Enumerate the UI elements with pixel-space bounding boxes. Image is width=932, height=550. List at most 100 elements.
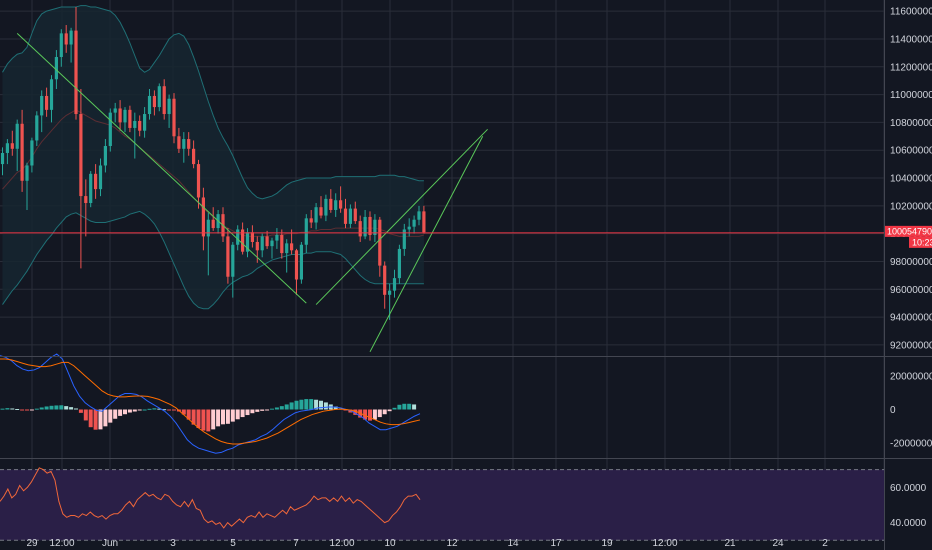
candle-body[interactable] [35, 115, 39, 141]
candle-body[interactable] [324, 198, 328, 216]
candle-body[interactable] [206, 219, 210, 237]
rsi-line[interactable] [0, 467, 421, 529]
candle-body[interactable] [211, 219, 215, 229]
candle-body[interactable] [304, 218, 308, 245]
macd-histogram-bar[interactable] [299, 399, 304, 410]
candle-body[interactable] [339, 200, 343, 209]
signal-line[interactable] [0, 358, 421, 445]
macd-histogram-bar[interactable] [363, 409, 368, 420]
candle-body[interactable] [187, 139, 191, 149]
macd-histogram-bar[interactable] [343, 409, 348, 411]
macd-histogram-bar[interactable] [250, 409, 255, 414]
bollinger-lower-line[interactable] [2, 210, 424, 310]
candle-body[interactable] [113, 108, 117, 113]
macd-histogram-bar[interactable] [206, 409, 211, 432]
candle-body[interactable] [314, 207, 318, 223]
candle-body[interactable] [128, 109, 132, 128]
candle-body[interactable] [309, 218, 313, 223]
macd-pane[interactable] [0, 353, 421, 454]
candle-body[interactable] [329, 198, 333, 210]
macd-histogram-bar[interactable] [407, 403, 412, 410]
macd-histogram-bar[interactable] [118, 409, 123, 416]
macd-histogram-bar[interactable] [289, 402, 294, 410]
candle-body[interactable] [265, 236, 269, 247]
candle-body[interactable] [196, 164, 201, 198]
macd-histogram-bar[interactable] [15, 408, 20, 410]
macd-histogram-bar[interactable] [54, 405, 59, 410]
macd-histogram-bar[interactable] [211, 409, 216, 430]
candle-body[interactable] [358, 221, 362, 237]
macd-histogram-bar[interactable] [5, 408, 10, 410]
candle-body[interactable] [241, 229, 245, 252]
candle-body[interactable] [201, 197, 205, 237]
candle-body[interactable] [152, 95, 156, 108]
rsi-pane[interactable] [0, 467, 884, 541]
macd-histogram-bar[interactable] [255, 409, 260, 412]
candle-body[interactable] [40, 95, 44, 116]
candle-body[interactable] [20, 123, 24, 181]
candle-body[interactable] [353, 208, 357, 222]
candle-body[interactable] [388, 290, 392, 295]
macd-histogram-bar[interactable] [39, 407, 44, 410]
macd-histogram-bar[interactable] [49, 405, 54, 410]
candle-body[interactable] [0, 152, 5, 165]
candle-body[interactable] [147, 95, 152, 115]
candle-body[interactable] [250, 232, 254, 242]
macd-histogram-bar[interactable] [78, 409, 83, 413]
macd-histogram-bar[interactable] [309, 399, 314, 410]
macd-histogram-bar[interactable] [382, 409, 387, 415]
candle-body[interactable] [69, 30, 73, 45]
candle-body[interactable] [255, 241, 259, 251]
candle-body[interactable] [157, 86, 161, 108]
macd-histogram-bar[interactable] [368, 409, 372, 421]
macd-histogram-bar[interactable] [172, 409, 176, 411]
candle-body[interactable] [5, 143, 9, 153]
candle-body[interactable] [319, 207, 323, 216]
macd-histogram-bar[interactable] [34, 408, 39, 410]
macd-histogram-bar[interactable] [372, 409, 377, 420]
candle-body[interactable] [108, 112, 112, 147]
macd-histogram-bar[interactable] [304, 399, 309, 410]
macd-histogram-bar[interactable] [230, 409, 235, 422]
upper-channel-line[interactable] [369, 136, 484, 353]
candle-body[interactable] [25, 165, 29, 181]
macd-histogram-bar[interactable] [191, 409, 196, 425]
candle-body[interactable] [133, 120, 137, 128]
candle-body[interactable] [368, 216, 372, 236]
macd-histogram-bar[interactable] [225, 409, 230, 424]
candle-body[interactable] [417, 211, 421, 220]
candle-body[interactable] [79, 114, 83, 197]
macd-histogram-bar[interactable] [113, 409, 118, 419]
lower-channel-line[interactable] [315, 128, 488, 305]
macd-histogram-bar[interactable] [93, 409, 98, 430]
candle-body[interactable] [172, 98, 176, 137]
candle-body[interactable] [407, 226, 411, 230]
candle-body[interactable] [299, 244, 303, 280]
macd-histogram-bar[interactable] [392, 407, 397, 410]
candle-body[interactable] [94, 173, 98, 190]
macd-histogram-bar[interactable] [294, 400, 299, 410]
macd-histogram-bar[interactable] [127, 409, 132, 413]
macd-histogram-bar[interactable] [270, 408, 274, 410]
macd-histogram-bar[interactable] [186, 409, 191, 420]
descending-trendline[interactable] [16, 33, 307, 304]
candle-body[interactable] [182, 139, 186, 149]
macd-histogram-bar[interactable] [265, 409, 270, 411]
macd-histogram-bar[interactable] [235, 409, 240, 420]
candle-body[interactable] [64, 33, 68, 45]
macd-histogram-bar[interactable] [74, 408, 78, 410]
candle-body[interactable] [15, 123, 19, 149]
candle-body[interactable] [290, 243, 294, 251]
macd-histogram-bar[interactable] [260, 409, 265, 411]
candle-body[interactable] [162, 86, 166, 115]
macd-histogram-bar[interactable] [323, 402, 328, 410]
candle-body[interactable] [98, 165, 103, 190]
candle-body[interactable] [245, 232, 250, 252]
candle-body[interactable] [334, 200, 338, 210]
candle-body[interactable] [89, 173, 93, 204]
candle-body[interactable] [260, 236, 264, 251]
candle-body[interactable] [231, 244, 235, 277]
macd-histogram-bar[interactable] [98, 409, 103, 430]
macd-histogram-bar[interactable] [402, 403, 407, 410]
candle-body[interactable] [363, 216, 367, 237]
